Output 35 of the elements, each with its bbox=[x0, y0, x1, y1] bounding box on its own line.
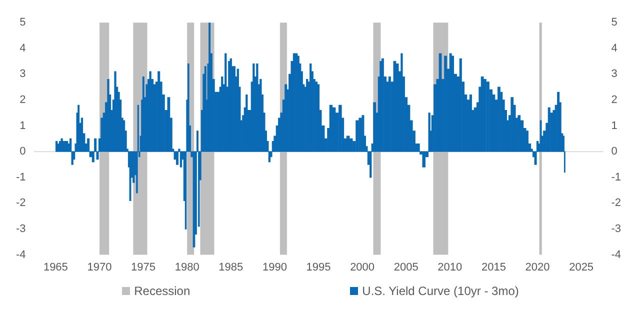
y2-tick-label: -1 bbox=[611, 171, 621, 184]
y2-tick-label: -3 bbox=[611, 223, 621, 236]
x-tick-label: 1970 bbox=[87, 261, 112, 274]
y-tick-label: 2 bbox=[20, 94, 26, 106]
y-tick-label: -1 bbox=[16, 171, 26, 184]
x-tick-label: 1975 bbox=[131, 261, 156, 274]
y-tick-label: -2 bbox=[16, 197, 26, 210]
x-tick-label: 1990 bbox=[262, 261, 287, 274]
y-tick-label: 5 bbox=[20, 16, 26, 29]
x-tick-label: 2025 bbox=[569, 261, 594, 274]
y2-tick-label: 4 bbox=[611, 42, 618, 54]
y2-tick-label: -4 bbox=[611, 248, 621, 261]
x-tick-label: 2015 bbox=[481, 261, 506, 274]
legend-label: U.S. Yield Curve (10yr - 3mo) bbox=[362, 284, 519, 298]
x-tick-label: 2010 bbox=[438, 261, 462, 274]
x-tick-label: 2020 bbox=[525, 261, 550, 274]
y2-tick-label: 1 bbox=[611, 120, 618, 132]
y2-tick-label: 5 bbox=[611, 16, 618, 29]
x-tick-label: 1980 bbox=[174, 261, 200, 274]
y2-tick-label: 0 bbox=[611, 146, 618, 158]
x-tick-label: 2005 bbox=[394, 261, 418, 274]
y2-tick-label: 3 bbox=[611, 68, 618, 80]
y2-tick-label: 2 bbox=[611, 94, 618, 106]
y-tick-label: -3 bbox=[16, 223, 26, 236]
y-tick-label: 4 bbox=[20, 42, 26, 54]
x-tick-label: 2000 bbox=[350, 261, 375, 274]
x-tick-label: 1995 bbox=[306, 261, 331, 274]
y-tick-label: 0 bbox=[20, 146, 26, 158]
x-tick-label: 1965 bbox=[43, 261, 68, 274]
y-tick-label: 1 bbox=[20, 120, 26, 132]
y2-tick-label: -2 bbox=[611, 197, 621, 210]
y-tick-label: -4 bbox=[16, 248, 26, 261]
legend-label: Recession bbox=[134, 284, 190, 298]
x-tick-label: 1985 bbox=[218, 261, 244, 274]
y-tick-label: 3 bbox=[20, 68, 26, 80]
